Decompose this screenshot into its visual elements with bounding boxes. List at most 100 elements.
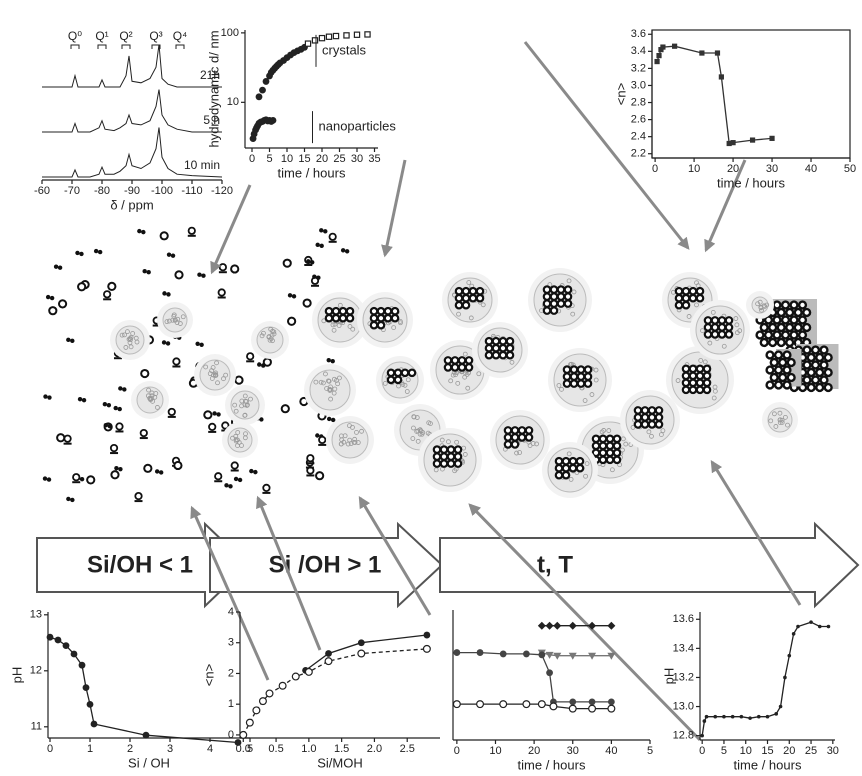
data-point <box>569 622 577 630</box>
crystal-unit <box>505 441 511 447</box>
crystal-unit <box>600 436 606 442</box>
monomer <box>114 466 118 470</box>
crystal-unit <box>683 380 689 386</box>
monomer <box>118 407 122 411</box>
x-tick-label: 15 <box>761 745 773 757</box>
crystal-unit <box>765 332 772 339</box>
crystal-unit <box>788 374 795 381</box>
crystal-unit <box>388 370 394 376</box>
monomer <box>199 343 203 347</box>
crystal-unit <box>821 362 828 369</box>
oligomer <box>141 370 148 377</box>
x-tick-label: -90 <box>124 185 140 197</box>
x-tick-label: 0 <box>699 745 705 757</box>
data-point <box>523 651 530 658</box>
y-tick-label: 3.2 <box>631 62 646 74</box>
crystal-unit <box>775 352 782 359</box>
data-point <box>538 651 545 658</box>
crystal-unit <box>395 370 401 376</box>
crystal-unit <box>757 332 764 339</box>
crystal-unit <box>564 373 570 379</box>
figure: Si/OH < 1 Si /OH > 1 t, T -60-70-80-90-1… <box>0 0 862 776</box>
monomer <box>146 270 150 274</box>
illustration <box>43 228 839 503</box>
data-point <box>423 645 430 652</box>
data-point <box>333 33 338 38</box>
data-point <box>722 715 726 719</box>
crystal-unit <box>786 309 793 316</box>
monomer <box>171 253 175 257</box>
x-tick-label: 10 <box>688 163 700 175</box>
data-point <box>354 32 359 37</box>
crystal-unit <box>526 427 532 433</box>
crystal-unit <box>683 373 689 379</box>
monomer <box>216 412 220 416</box>
crystal-unit <box>441 460 447 466</box>
data-point <box>796 625 800 629</box>
oligomer <box>209 424 215 430</box>
crystal-unit <box>470 295 476 301</box>
oligomer <box>59 300 66 307</box>
x-tick-label: 35 <box>368 153 380 165</box>
crystal-unit <box>614 436 620 442</box>
monomer <box>118 467 122 471</box>
data-point <box>715 50 720 55</box>
chart: 010203040502.22.42.62.83.03.23.43.6time … <box>613 28 856 190</box>
data-point <box>769 136 774 141</box>
crystal-unit <box>784 352 791 359</box>
monomer <box>228 484 232 488</box>
series-line <box>702 622 828 735</box>
crystal-unit <box>452 357 458 363</box>
crystal-unit <box>649 421 655 427</box>
x-tick-label: 40 <box>605 745 617 757</box>
crystal-unit <box>614 443 620 449</box>
annotation-bracket <box>176 45 184 49</box>
crystal-unit <box>769 324 776 331</box>
monomer <box>288 293 292 297</box>
crystal-unit <box>803 309 810 316</box>
oligomer <box>108 283 115 290</box>
crystal-unit <box>690 288 696 294</box>
crystal-unit <box>635 407 641 413</box>
crystal-unit <box>570 465 576 471</box>
data-point <box>312 38 317 43</box>
crystal-unit <box>445 357 451 363</box>
crystal-unit <box>593 450 599 456</box>
x-tick-label: 4 <box>207 743 213 755</box>
crystal-unit <box>765 317 772 324</box>
series-line <box>42 45 222 87</box>
data-point <box>253 707 260 714</box>
oligomer <box>73 474 79 480</box>
crystal-unit <box>564 380 570 386</box>
crystal-unit <box>812 377 819 384</box>
data-point <box>700 734 704 738</box>
crystal-unit <box>565 286 571 292</box>
crystal-unit <box>719 317 725 323</box>
crystal-unit <box>551 300 557 306</box>
monomer <box>94 249 98 253</box>
crystal-unit <box>786 339 793 346</box>
monomer <box>312 275 316 279</box>
crystal-unit <box>642 414 648 420</box>
data-point <box>569 698 576 705</box>
nanoparticle <box>116 326 144 354</box>
data-point <box>608 705 615 712</box>
data-point <box>270 117 277 124</box>
crystal-unit <box>825 369 832 376</box>
x-tick-label: 1.0 <box>301 743 316 755</box>
crystal-unit <box>799 317 806 324</box>
data-point <box>774 712 778 716</box>
oligomer <box>135 493 141 499</box>
crystal-unit <box>656 414 662 420</box>
x-tick-label: 0 <box>249 153 255 165</box>
data-point <box>477 649 484 656</box>
crystal-unit <box>683 387 689 393</box>
data-point <box>47 634 54 641</box>
crystal-unit <box>466 364 472 370</box>
oligomer <box>263 485 269 491</box>
monomer <box>341 248 345 252</box>
x-tick-label: 25 <box>333 153 345 165</box>
crystal-unit <box>486 345 492 351</box>
monomer <box>107 403 111 407</box>
x-tick-label: 25 <box>805 745 817 757</box>
